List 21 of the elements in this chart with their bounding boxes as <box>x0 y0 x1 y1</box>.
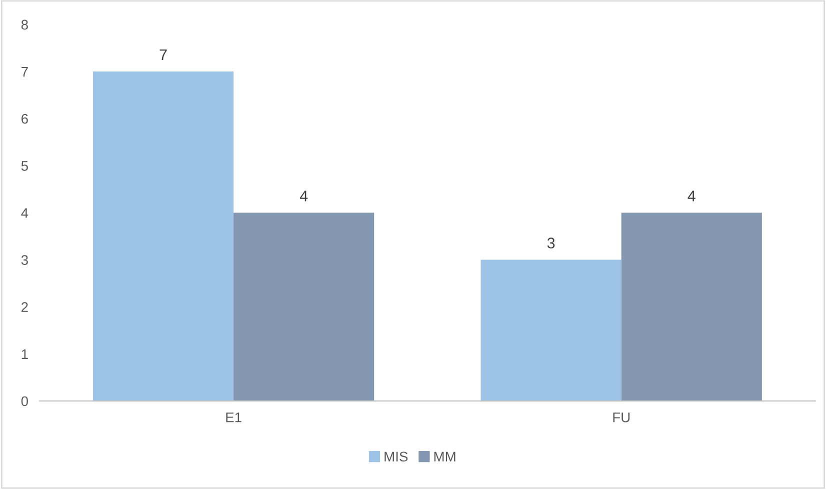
y-tick-label: 4 <box>21 208 28 218</box>
x-tick-label: E1 <box>226 412 242 422</box>
bar <box>92 72 234 401</box>
data-label: 4 <box>688 190 696 202</box>
y-tick-label: 6 <box>22 114 28 124</box>
y-tick-label: 1 <box>22 349 28 359</box>
bar <box>234 212 374 401</box>
y-tick-label: 0 <box>21 396 28 406</box>
legend-label: MM <box>434 452 456 462</box>
y-tick-label: 7 <box>22 66 28 77</box>
data-label: 7 <box>160 50 167 60</box>
bar <box>480 260 622 401</box>
data-label: 3 <box>547 238 555 248</box>
bar <box>621 212 762 401</box>
legend-label: MIS <box>384 452 408 462</box>
data-label: 4 <box>300 190 308 202</box>
y-tick-label: 3 <box>21 255 28 265</box>
y-tick-label: 2 <box>22 302 28 312</box>
y-tick-label: 8 <box>21 20 28 30</box>
y-tick-label: 5 <box>21 161 28 171</box>
x-tick-label: FU <box>613 412 630 422</box>
